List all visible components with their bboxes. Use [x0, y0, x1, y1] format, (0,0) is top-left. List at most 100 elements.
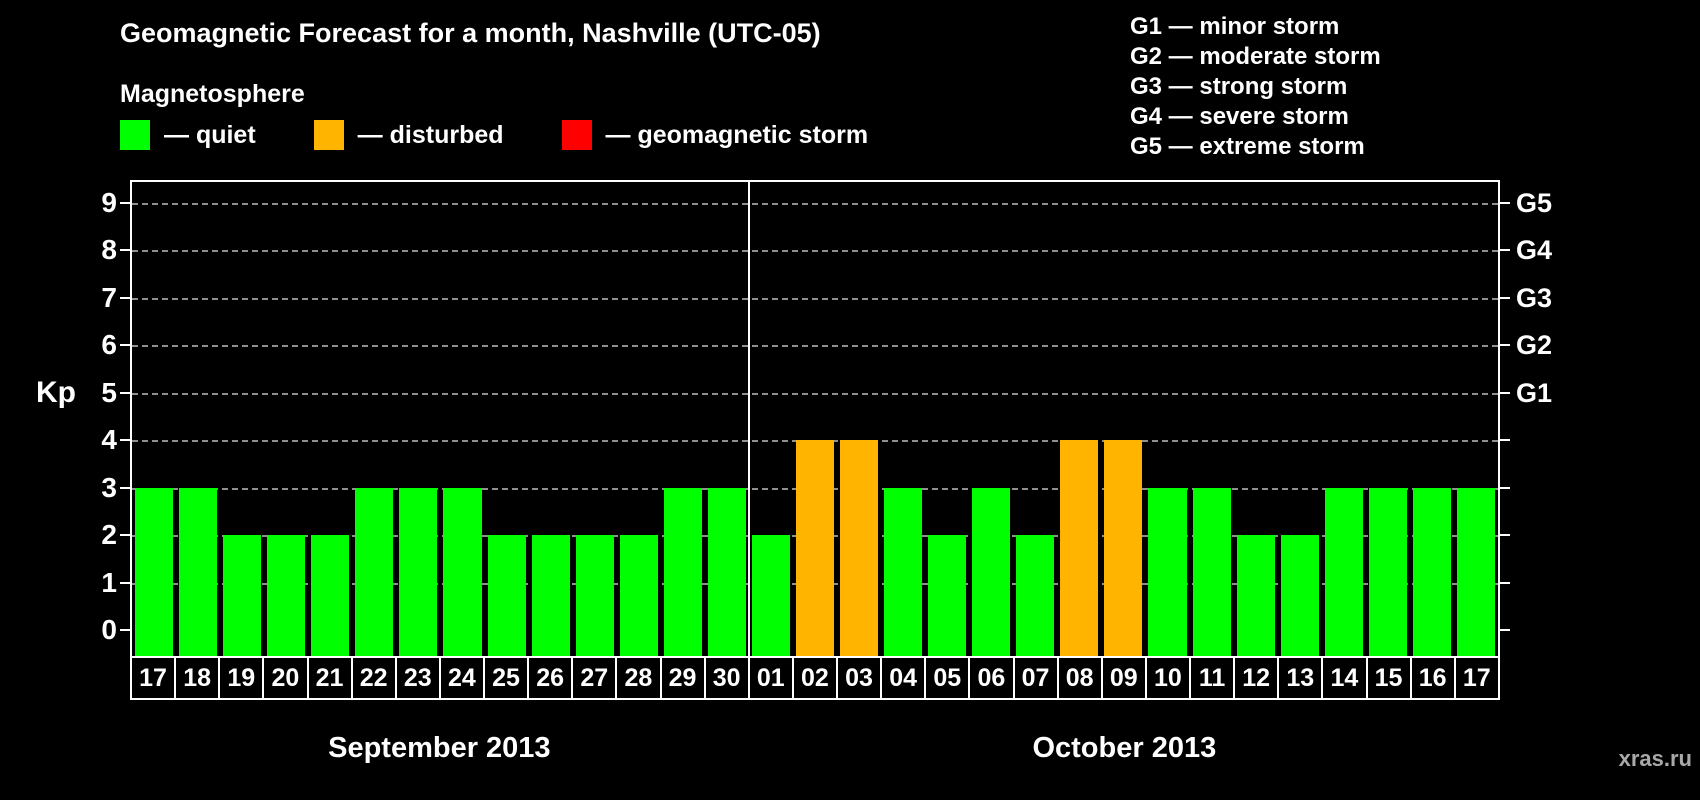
kp-bar: [575, 535, 614, 656]
left-axis-tick: [120, 296, 130, 299]
left-axis-tick: [120, 391, 130, 394]
day-label: 30: [705, 658, 748, 698]
quiet-color-swatch: [120, 120, 150, 150]
g-scale-label: G4: [1516, 235, 1553, 265]
g-scale-label: G5: [1516, 187, 1553, 218]
kp-bar: [531, 535, 570, 656]
day-label: 18: [176, 658, 219, 698]
kp-bar: [795, 440, 835, 656]
kp-bar: [1104, 440, 1143, 656]
right-axis-tick: [1500, 201, 1510, 204]
plot-area: [130, 180, 1500, 658]
storm-scale-line-g3: G3 — strong storm: [1130, 73, 1348, 100]
kp-bar: [1148, 487, 1187, 656]
kp-gridline: [132, 392, 1498, 395]
day-label: 27: [573, 658, 616, 698]
day-label: 07: [1014, 658, 1057, 698]
kp-bar: [972, 487, 1011, 656]
day-label: 14: [1323, 658, 1366, 698]
kp-bar: [619, 535, 658, 656]
day-label: 09: [1102, 658, 1145, 698]
kp-bar: [663, 487, 702, 656]
storm-scale-line-g2: G2 — moderate storm: [1130, 43, 1381, 70]
day-label: 29: [661, 658, 704, 698]
day-label: 11: [1191, 658, 1234, 698]
left-axis-tick: [120, 439, 130, 441]
kp-bar: [1456, 487, 1495, 656]
disturbed-color-swatch: [313, 120, 344, 150]
month-label-october: October 2013: [1032, 732, 1217, 764]
month-separator: [747, 182, 750, 656]
day-label: 04: [882, 658, 925, 698]
kp-bar: [267, 535, 306, 656]
right-axis-tick: [1500, 534, 1510, 536]
right-axis-tick: [1500, 629, 1510, 631]
left-axis-tick: [120, 201, 130, 204]
right-axis-tick: [1500, 486, 1510, 489]
kp-bar: [1368, 487, 1407, 656]
kp-bar: [1016, 535, 1055, 656]
day-label: 02: [793, 658, 836, 698]
left-axis-tick: [120, 534, 130, 536]
day-label: 22: [352, 658, 395, 698]
kp-tick-label: 5: [101, 376, 117, 408]
y-axis-label: Kp: [36, 376, 76, 409]
right-axis-tick: [1500, 249, 1510, 251]
day-label: 13: [1279, 658, 1322, 698]
g-scale-label: G3: [1516, 282, 1553, 313]
day-label: 15: [1367, 658, 1410, 698]
day-label: 17: [1455, 658, 1498, 698]
storm-scale-line-g4: G4 — severe storm: [1130, 103, 1349, 130]
kp-bar: [399, 487, 438, 656]
kp-bar: [751, 535, 790, 656]
kp-gridline: [132, 297, 1498, 300]
kp-bar: [1060, 440, 1099, 656]
watermark: xras.ru: [1618, 746, 1692, 771]
kp-bar: [840, 440, 879, 656]
day-label: 05: [926, 658, 969, 698]
right-axis-tick: [1500, 296, 1510, 299]
day-label: 10: [1146, 658, 1189, 698]
right-axis-tick: [1500, 391, 1510, 394]
kp-bar: [1280, 535, 1319, 656]
storm-scale-line-g1: G1 — minor storm: [1130, 13, 1340, 40]
kp-bar: [487, 535, 526, 656]
legend-item-quiet: — quiet: [120, 120, 256, 150]
g-scale-label: G2: [1516, 330, 1553, 360]
chart-title: Geomagnetic Forecast for a month, Nashvi…: [120, 18, 821, 48]
kp-bar: [1236, 535, 1275, 656]
kp-tick-label: 8: [101, 234, 117, 265]
magnetosphere-legend: — quiet — disturbed — geomagnetic storm: [120, 120, 868, 150]
kp-bar: [1324, 487, 1363, 656]
day-label: 19: [220, 658, 263, 698]
g-scale-label: G1: [1516, 377, 1553, 408]
storm-scale-line-g5: G5 — extreme storm: [1130, 133, 1365, 160]
left-axis-tick: [120, 344, 130, 346]
kp-tick-label: 6: [101, 329, 117, 360]
kp-tick-label: 4: [101, 424, 117, 455]
left-axis-tick: [120, 486, 130, 489]
kp-bar: [1192, 487, 1231, 656]
kp-bar: [884, 487, 923, 656]
kp-bar: [179, 487, 218, 656]
legend-label-storm: — geomagnetic storm: [605, 120, 869, 149]
day-label: 24: [440, 658, 483, 698]
kp-bar: [1412, 487, 1451, 656]
day-label: 21: [308, 658, 351, 698]
kp-bar: [707, 487, 746, 656]
day-label: 16: [1411, 658, 1454, 698]
day-label: 01: [749, 658, 792, 698]
kp-gridline: [132, 250, 1498, 252]
kp-bar: [355, 487, 394, 656]
day-label: 12: [1235, 658, 1278, 698]
left-axis-tick: [120, 249, 130, 251]
kp-bar: [223, 535, 262, 656]
right-axis-tick: [1500, 581, 1510, 584]
kp-bar: [443, 487, 482, 656]
kp-bar: [928, 535, 967, 656]
kp-bar: [135, 487, 174, 656]
day-label: 20: [264, 658, 307, 698]
kp-bar: [311, 535, 350, 656]
day-label: 25: [485, 658, 528, 698]
